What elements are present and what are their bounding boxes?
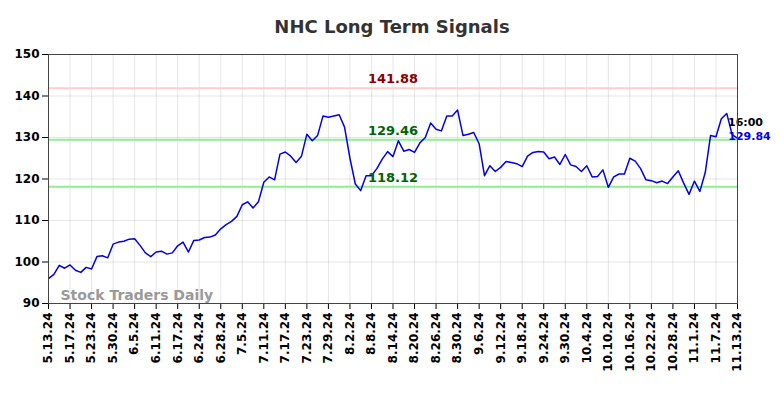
svg-text:11.13.24: 11.13.24 <box>730 313 744 372</box>
svg-text:9.18.24: 9.18.24 <box>515 313 529 364</box>
svg-text:8.14.24: 8.14.24 <box>386 313 400 364</box>
svg-text:129.84: 129.84 <box>728 130 771 143</box>
svg-text:8.20.24: 8.20.24 <box>407 313 421 364</box>
svg-text:6.5.24: 6.5.24 <box>127 313 141 356</box>
svg-text:7.29.24: 7.29.24 <box>321 313 335 364</box>
svg-text:6.17.24: 6.17.24 <box>171 313 185 364</box>
svg-text:7.5.24: 7.5.24 <box>235 313 249 356</box>
svg-text:8.30.24: 8.30.24 <box>450 313 464 364</box>
svg-text:140: 140 <box>14 89 39 103</box>
svg-text:10.28.24: 10.28.24 <box>666 313 680 372</box>
svg-text:100: 100 <box>14 255 39 269</box>
svg-text:90: 90 <box>23 296 40 310</box>
svg-text:118.12: 118.12 <box>368 170 418 185</box>
svg-text:8.2.24: 8.2.24 <box>343 313 357 356</box>
svg-text:120: 120 <box>14 172 39 186</box>
svg-text:110: 110 <box>14 213 39 227</box>
svg-text:11.7.24: 11.7.24 <box>709 313 723 364</box>
svg-text:8.8.24: 8.8.24 <box>364 313 378 356</box>
svg-text:10.4.24: 10.4.24 <box>580 313 594 364</box>
svg-text:9.12.24: 9.12.24 <box>493 313 507 364</box>
svg-text:7.11.24: 7.11.24 <box>257 313 271 364</box>
svg-text:130: 130 <box>14 130 39 144</box>
svg-text:141.88: 141.88 <box>368 71 418 86</box>
svg-text:5.13.24: 5.13.24 <box>41 313 55 364</box>
svg-text:5.30.24: 5.30.24 <box>106 313 120 364</box>
svg-text:5.17.24: 5.17.24 <box>63 313 77 364</box>
svg-text:129.46: 129.46 <box>368 123 418 138</box>
svg-text:6.24.24: 6.24.24 <box>192 313 206 364</box>
svg-text:9.24.24: 9.24.24 <box>537 313 551 364</box>
svg-text:Stock Traders Daily: Stock Traders Daily <box>61 287 214 303</box>
svg-text:16:00: 16:00 <box>728 116 763 129</box>
svg-text:6.11.24: 6.11.24 <box>149 313 163 364</box>
svg-text:6.28.24: 6.28.24 <box>214 313 228 364</box>
svg-text:10.22.24: 10.22.24 <box>644 313 658 372</box>
svg-text:150: 150 <box>14 47 39 61</box>
svg-text:7.23.24: 7.23.24 <box>300 313 314 364</box>
svg-text:7.17.24: 7.17.24 <box>278 313 292 364</box>
svg-text:11.1.24: 11.1.24 <box>687 313 701 364</box>
html-text:NHC Long Term Signals: NHC Long Term Signals <box>274 16 510 37</box>
svg-text:9.6.24: 9.6.24 <box>472 313 486 356</box>
svg-text:8.26.24: 8.26.24 <box>429 313 443 364</box>
svg-text:9.30.24: 9.30.24 <box>558 313 572 364</box>
svg-text:5.23.24: 5.23.24 <box>84 313 98 364</box>
svg-text:10.16.24: 10.16.24 <box>623 313 637 372</box>
svg-text:10.10.24: 10.10.24 <box>601 313 615 372</box>
